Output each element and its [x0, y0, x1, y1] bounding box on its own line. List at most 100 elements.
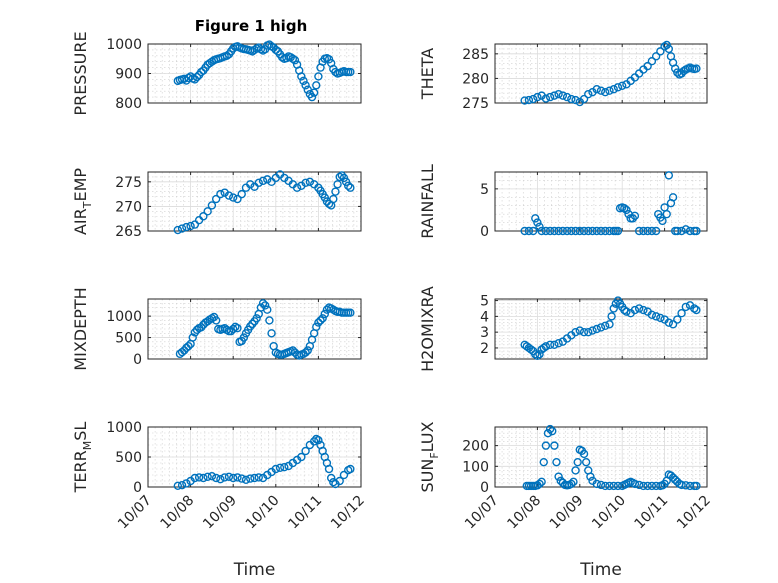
panel-5-data-point	[316, 316, 325, 325]
panel-5-data-point	[318, 314, 327, 323]
panel-3-data-point	[324, 199, 334, 209]
panel-7-data-point	[271, 464, 280, 474]
panel-8-x-tick-label: 10/08	[504, 493, 544, 533]
panel-6-data-point	[575, 326, 584, 335]
panel-2-data-point	[643, 61, 652, 71]
panel-3-data-point	[246, 180, 255, 189]
panel-7-xlabel: Time	[233, 560, 276, 580]
panel-7-data-point	[297, 452, 306, 462]
panel-8-x-tick-label: 10/07	[462, 493, 502, 533]
panel-3-data-point	[344, 181, 353, 190]
figure-title: Figure 1 high	[195, 17, 308, 35]
panel-3-data-point	[329, 194, 338, 204]
panel-2-data-point	[520, 96, 529, 105]
panel-4-data-point	[520, 226, 529, 236]
panel-5-data-point	[184, 341, 193, 351]
panel-8-data-point	[545, 424, 555, 434]
panel-2-data-point	[533, 92, 542, 102]
panel-5-data-point	[303, 346, 312, 355]
panel-7-x-tick-label: 10/08	[158, 493, 198, 533]
panel-1-y-tick-label: 1000	[106, 37, 142, 53]
panel-2-data-point	[524, 95, 534, 105]
panel-3-data-point	[173, 225, 183, 235]
panel-8-data-point	[567, 479, 576, 489]
panel-8-data-point	[535, 479, 544, 489]
panel-5-data-point	[265, 316, 274, 325]
panel-2-data-point	[647, 57, 657, 66]
panel-3-data-point	[203, 207, 212, 216]
panel-8-data-point	[571, 466, 580, 475]
panel-2-data-point	[596, 86, 606, 95]
panel-5-data-point	[180, 346, 189, 355]
panel-1-data-point	[297, 72, 306, 81]
panel-4-data-point	[579, 226, 589, 236]
panel-8-x-tick-label: 10/10	[589, 493, 629, 533]
panel-7-data-point	[220, 473, 229, 482]
panel-4-data-point	[537, 226, 546, 236]
panel-5-data-point	[301, 348, 310, 357]
panel-7-data-point	[177, 481, 187, 490]
panel-6-data-point	[584, 327, 593, 337]
panel-3-data-point	[228, 193, 238, 202]
panel-8-y-tick-label: 0	[480, 480, 489, 496]
panel-7-data-point	[246, 474, 255, 483]
panel-1-y-tick-label: 900	[115, 67, 142, 83]
panel-5-data-point	[263, 305, 272, 314]
panel-4-axes: 0 5 RAINFALL	[418, 164, 708, 240]
panel-8-data-point	[579, 449, 589, 459]
panel-4-data-point	[647, 226, 657, 236]
panel-2-data-point	[605, 86, 614, 95]
panel-3-y-tick-label: 270	[115, 199, 142, 215]
panel-4-data-point	[528, 226, 538, 236]
panel-4-data-point	[524, 226, 534, 236]
panel-8-data-point	[552, 457, 561, 467]
panel-4-data-point	[531, 214, 540, 223]
panel-6-y-tick-label: 2	[480, 341, 489, 357]
panel-5-data-point	[314, 318, 323, 327]
panel-5-data-point	[267, 329, 276, 338]
panel-3-ylabel: AIRTEMP	[71, 168, 94, 235]
panel-8-data-point	[605, 481, 614, 491]
panel-4-data-point	[662, 209, 671, 219]
panel-4-data-point	[584, 226, 593, 236]
panel-5-y-tick-label: 500	[115, 331, 142, 347]
panel-6-data-point	[620, 305, 629, 315]
panel-8-data-point	[643, 481, 652, 491]
panel-7-data-point	[301, 446, 310, 456]
panel-4-data-point	[575, 226, 584, 236]
panel-4-data-point	[634, 226, 644, 236]
panel-8-data-point	[554, 472, 563, 481]
panel-8-data-point	[556, 476, 565, 485]
panel-4-data-point	[588, 226, 597, 236]
panel-2-data-point	[692, 64, 701, 73]
panel-4-data-point	[622, 205, 631, 215]
panel-2-axes-box	[494, 43, 708, 104]
panel-4-data-point	[558, 226, 568, 236]
panel-8-data-point	[630, 479, 640, 489]
panel-8-data-point	[543, 429, 553, 438]
panel-2-data-point	[567, 94, 576, 104]
panel-2-ylabel: THETA	[418, 48, 437, 100]
panel-3-data-point	[207, 201, 217, 210]
panel-7-y-tick-label: 1000	[106, 420, 142, 436]
panel-7-data-point	[228, 473, 238, 483]
panel-3-data-point	[186, 221, 195, 231]
panel-3-data-point	[292, 183, 302, 192]
panel-3-data-point	[224, 191, 234, 200]
panel-6-data-point	[651, 312, 661, 321]
panel-1-data-point	[290, 56, 300, 65]
panel-6-y-tick-label: 4	[480, 309, 489, 325]
panel-3-data-point	[190, 220, 200, 229]
panel-8-y-tick-label: 200	[462, 439, 489, 455]
panel-2-y-tick-label: 280	[462, 71, 489, 87]
panel-3-data-point	[237, 189, 246, 199]
panel-6-data-point	[545, 340, 555, 349]
panel-5-data-point	[190, 328, 200, 337]
panel-3-data-point	[346, 183, 355, 192]
panel-2-data-point	[664, 44, 674, 54]
panel-8-data-point	[668, 473, 678, 482]
panel-3-data-point	[233, 194, 242, 204]
panel-1-data-point	[309, 88, 319, 97]
